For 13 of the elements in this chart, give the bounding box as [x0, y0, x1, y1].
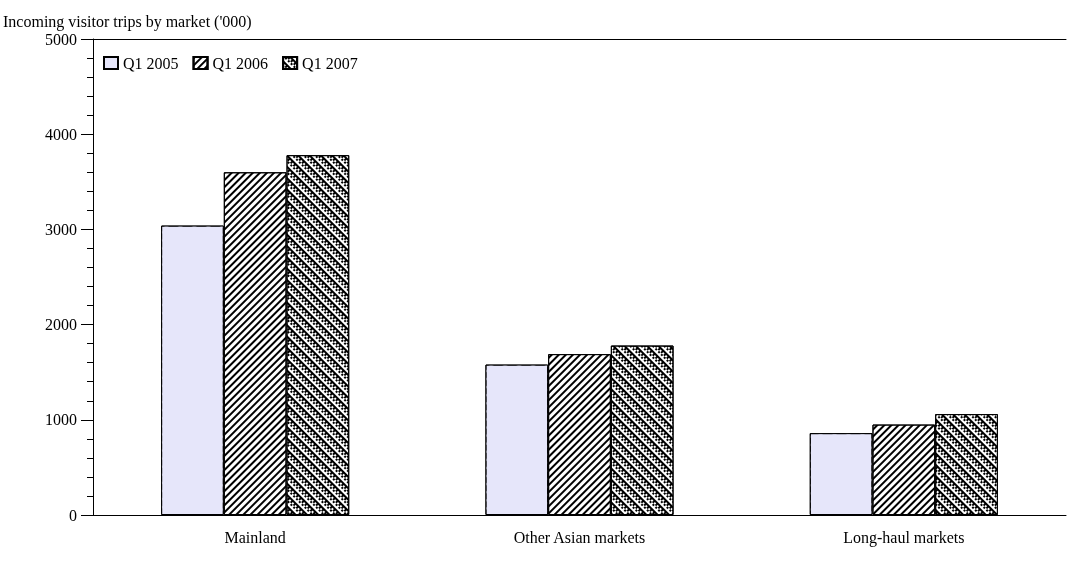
- y-tick-label: 5000: [45, 30, 77, 48]
- legend-label: Q1 2007: [302, 54, 358, 72]
- y-tick-label: 1000: [45, 411, 77, 429]
- legend-label: Q1 2006: [212, 54, 269, 72]
- y-tick-label: 3000: [45, 220, 77, 238]
- legend-label: Q1 2005: [123, 54, 179, 72]
- x-tick-label: Long-haul markets: [843, 528, 965, 547]
- y-tick-label: 4000: [45, 125, 77, 143]
- y-tick-label: 2000: [45, 316, 77, 334]
- y-tick-label: 0: [69, 506, 77, 524]
- y-axis-title: Incoming visitor trips by market ('000): [3, 12, 252, 31]
- x-tick-label: Other Asian markets: [513, 528, 646, 546]
- x-tick-label: Mainland: [224, 528, 286, 546]
